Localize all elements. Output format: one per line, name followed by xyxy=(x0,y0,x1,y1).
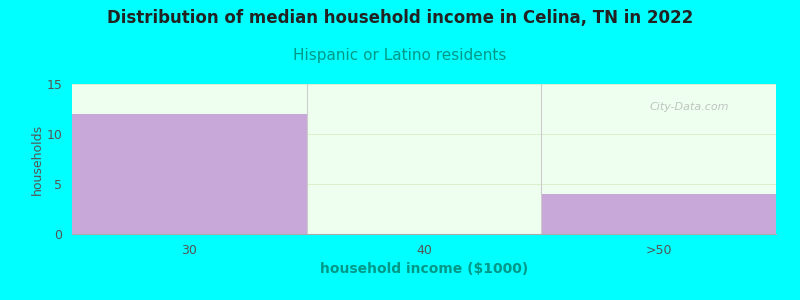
Bar xyxy=(72,114,306,234)
X-axis label: household income ($1000): household income ($1000) xyxy=(320,262,528,276)
Bar xyxy=(542,194,776,234)
Text: Distribution of median household income in Celina, TN in 2022: Distribution of median household income … xyxy=(107,9,693,27)
Y-axis label: households: households xyxy=(30,123,44,195)
Text: City-Data.com: City-Data.com xyxy=(650,102,729,112)
Text: Hispanic or Latino residents: Hispanic or Latino residents xyxy=(294,48,506,63)
